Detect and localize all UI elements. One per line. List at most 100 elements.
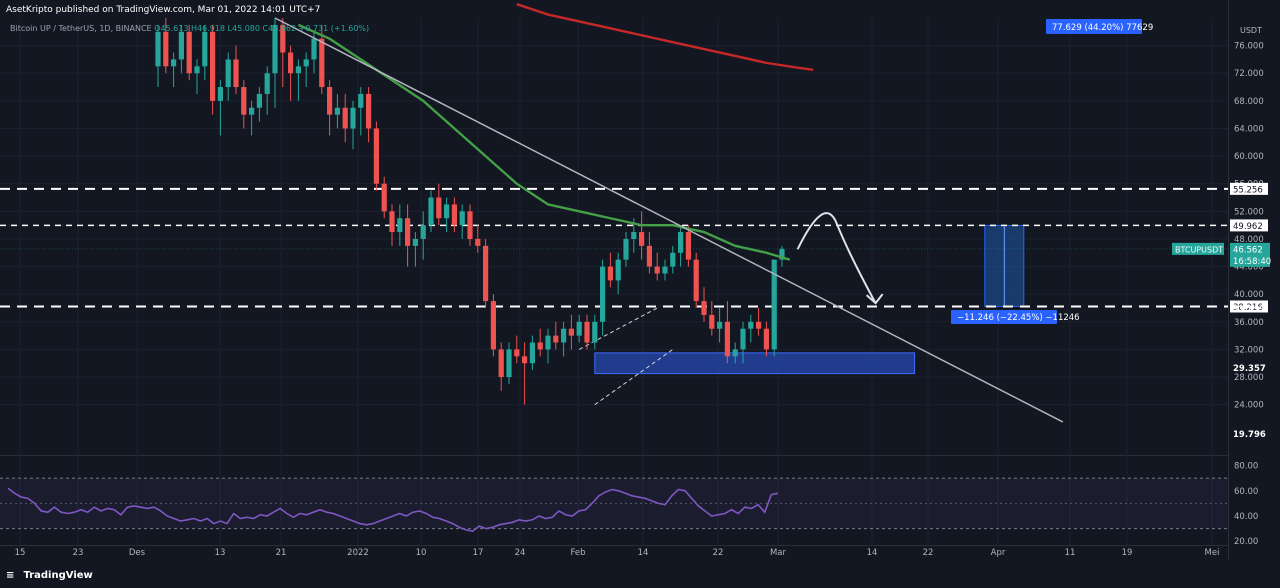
candle-body[interactable] [241,87,247,115]
candle-body[interactable] [553,335,559,343]
candle-body[interactable] [717,321,723,329]
tradingview-footer[interactable]: ≡ TradingView [6,570,93,581]
candle-body[interactable] [225,59,231,88]
candle-body[interactable] [701,301,707,315]
currency-label: USDT [1240,26,1262,35]
candle-body[interactable] [592,321,598,343]
candle-body[interactable] [327,87,333,115]
candle-body[interactable] [186,31,192,74]
candle-body[interactable] [389,211,395,233]
date-tick-label: 21 [276,548,287,558]
candle-body[interactable] [194,66,200,74]
candle-body[interactable] [381,183,387,212]
candle-body[interactable] [514,349,520,357]
candle-body[interactable] [272,24,278,74]
candle-body[interactable] [670,252,676,267]
candle-body[interactable] [693,259,699,302]
tradingview-logo-icon: ≡ [6,570,15,581]
candle-body[interactable] [498,349,504,378]
candle-body[interactable] [568,328,574,336]
candle-body[interactable] [358,93,364,108]
candle-body[interactable] [288,52,294,74]
candle-body[interactable] [631,232,637,239]
candle-body[interactable] [163,31,169,67]
candle-body[interactable] [217,87,223,101]
candle-body[interactable] [303,59,309,67]
candle-body[interactable] [467,211,473,239]
date-tick-label: 24 [515,548,526,558]
current-price-value: 46.562 [1233,245,1263,255]
candle-body[interactable] [334,107,340,115]
candle-body[interactable] [490,301,496,350]
candle-body[interactable] [350,107,356,129]
candle-body[interactable] [662,266,668,274]
candle-body[interactable] [280,24,286,53]
countdown-label: 16:58:40 [1233,257,1271,267]
channel-lower-line[interactable] [594,349,674,406]
candle-body[interactable] [537,342,543,350]
candle-body[interactable] [771,259,777,350]
candle-body[interactable] [561,328,567,343]
candle-body[interactable] [155,31,161,67]
ohlc-values: O45.613 H46.918 L45.080 C46.562 +0.731 (… [154,24,370,33]
publisher-line: AsetKripto published on TradingView.com,… [6,5,321,15]
candle-body[interactable] [748,321,754,329]
candle-body[interactable] [373,128,379,184]
candle-body[interactable] [740,328,746,350]
candle-body[interactable] [436,197,442,219]
candle-body[interactable] [210,31,216,101]
candle-body[interactable] [342,107,348,129]
candle-body[interactable] [428,197,434,226]
candle-body[interactable] [576,321,582,336]
candle-body[interactable] [709,314,715,329]
candle-body[interactable] [311,38,317,60]
candle-body[interactable] [600,266,606,322]
measure-label-bg [951,310,1057,324]
axis-label-value: 29.357 [1233,364,1266,374]
candle-body[interactable] [319,38,325,88]
candle-body[interactable] [475,238,481,246]
candle-body[interactable] [646,245,652,267]
candle-body[interactable] [397,218,403,233]
candle-body[interactable] [639,232,645,246]
candle-body[interactable] [654,266,660,274]
candle-body[interactable] [366,93,372,129]
candle-body[interactable] [678,232,684,253]
projection-arrow[interactable] [796,212,877,304]
price-tick-label: 76.000 [1234,42,1264,52]
candle-body[interactable] [506,349,512,378]
candle-body[interactable] [623,238,629,260]
candle-body[interactable] [295,66,301,74]
candle-body[interactable] [763,328,769,350]
candle-body[interactable] [607,266,613,281]
demand-zone-box[interactable] [594,352,916,375]
candle-body[interactable] [171,59,177,67]
rsi-line[interactable] [7,487,779,532]
candle-body[interactable] [412,238,418,246]
candle-body[interactable] [451,204,457,226]
candle-body[interactable] [685,232,691,260]
candle-body[interactable] [732,349,738,357]
candle-body[interactable] [545,335,551,350]
candle-body[interactable] [405,218,411,246]
candle-body[interactable] [178,31,184,60]
candle-body[interactable] [584,321,590,343]
ma-line-long[interactable] [516,3,814,71]
candle-body[interactable] [202,31,208,67]
candle-body[interactable] [420,225,426,239]
candle-body[interactable] [756,321,762,329]
candle-body[interactable] [249,107,255,115]
candle-body[interactable] [444,204,450,219]
candle-body[interactable] [779,248,785,260]
trendline[interactable] [274,17,1064,423]
candle-body[interactable] [459,211,465,226]
candle-body[interactable] [724,321,730,357]
candle-body[interactable] [264,73,270,94]
candle-body[interactable] [522,356,528,364]
candle-body[interactable] [256,93,262,108]
candle-body[interactable] [529,342,535,364]
candle-body[interactable] [483,245,489,302]
candle-body[interactable] [233,59,239,88]
candle-body[interactable] [615,259,621,281]
